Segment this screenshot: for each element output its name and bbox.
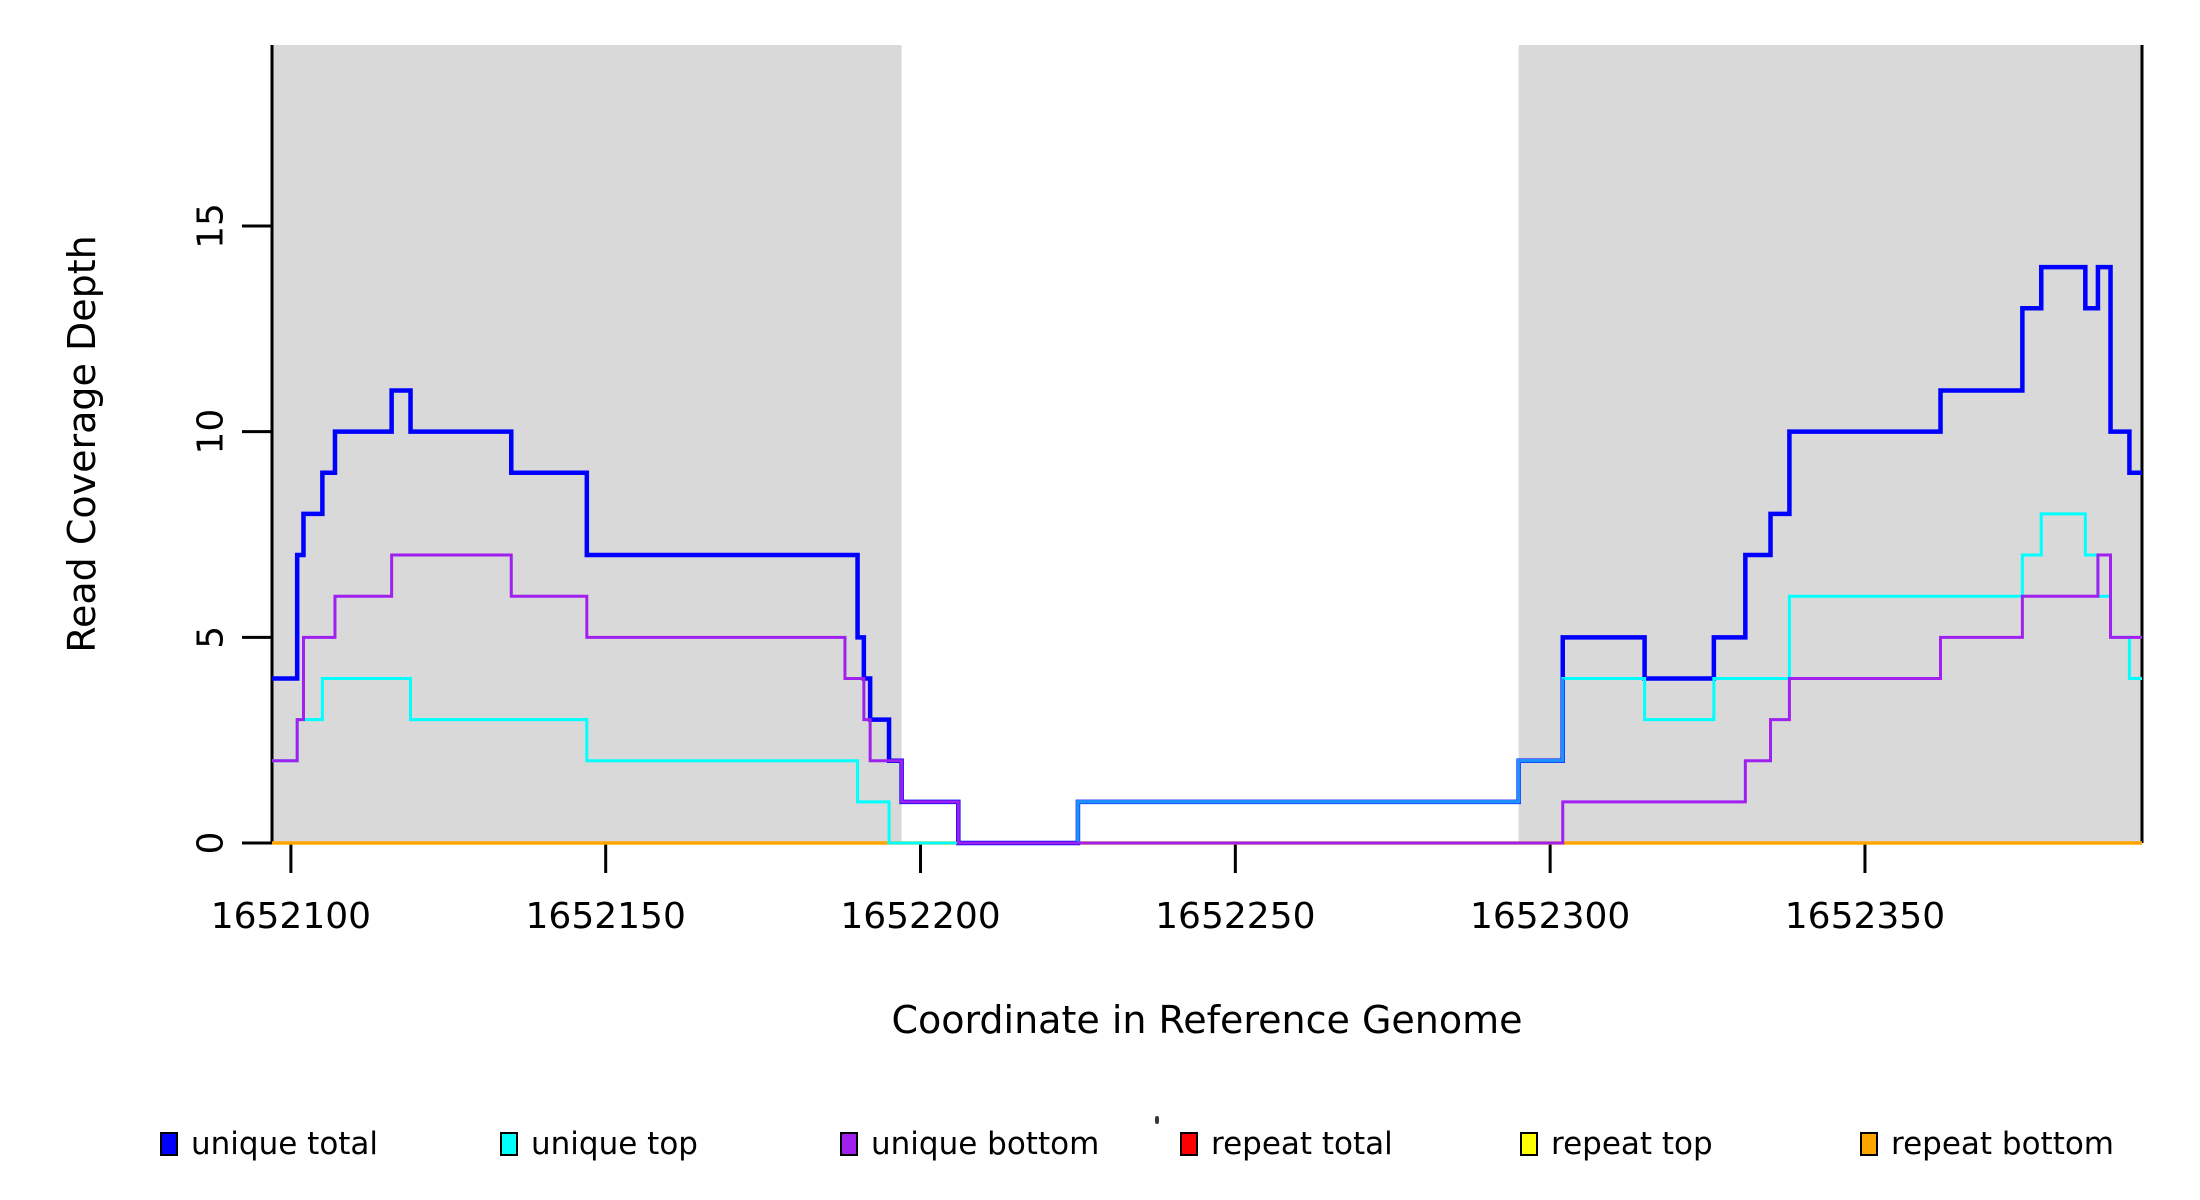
series-unique-top: [272, 512, 2142, 845]
y-axis-title: Read Coverage Depth: [60, 235, 104, 653]
x-tick-label: 1652100: [211, 896, 371, 937]
series-unique-bottom: [272, 553, 2142, 845]
shaded-regions-layer: [272, 45, 2142, 843]
x-tick-label: 1652150: [526, 896, 686, 937]
x-tick-label: 1652200: [840, 896, 1000, 937]
shaded-region: [272, 45, 902, 843]
axis-layer: 1652100 1652150 1652200 1652250 1652300 16523…: [191, 45, 2144, 937]
series-layer: [272, 264, 2142, 846]
x-tick-label: 1652250: [1155, 896, 1315, 937]
y-tick-label: 0: [191, 832, 232, 855]
y-tick-label: 15: [191, 203, 232, 249]
series-overlap-blend: [1076, 678, 1565, 843]
x-tick-label: 1652300: [1470, 896, 1630, 937]
y-tick-label: 10: [191, 409, 232, 455]
stray-dot: [1155, 1116, 1159, 1124]
x-axis-title: Coordinate in Reference Genome: [891, 998, 1523, 1042]
y-tick-label: 5: [191, 626, 232, 649]
x-tick-label: 1652350: [1785, 896, 1945, 937]
shaded-region: [1518, 45, 2142, 843]
